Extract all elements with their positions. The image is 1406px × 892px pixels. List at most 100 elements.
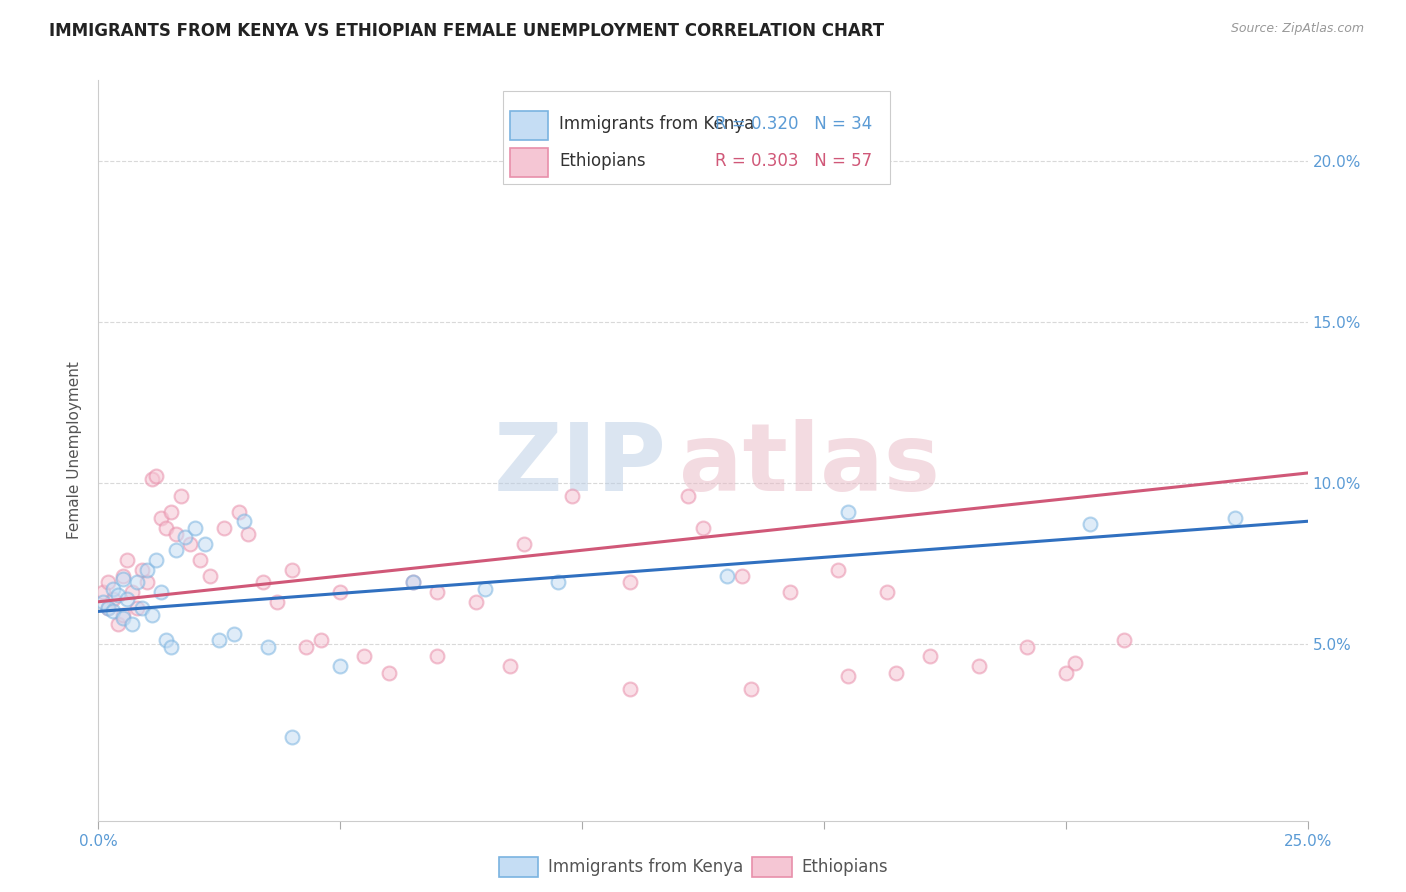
- Point: [498, 659, 520, 673]
- Point: [141, 607, 163, 622]
- Point: [117, 553, 139, 567]
- Text: Ethiopians: Ethiopians: [560, 152, 645, 170]
- Point: [716, 569, 738, 583]
- Point: [256, 640, 278, 654]
- Point: [111, 572, 134, 586]
- Point: [179, 537, 201, 551]
- Point: [131, 563, 153, 577]
- Text: ZIP: ZIP: [494, 419, 666, 511]
- Point: [184, 521, 207, 535]
- Point: [97, 601, 120, 615]
- Point: [731, 569, 754, 583]
- Point: [1078, 517, 1101, 532]
- Text: atlas: atlas: [679, 419, 939, 511]
- Point: [266, 595, 288, 609]
- Point: [464, 595, 486, 609]
- Point: [97, 601, 120, 615]
- Point: [111, 569, 134, 583]
- Point: [281, 563, 304, 577]
- Point: [474, 582, 496, 596]
- Point: [1054, 665, 1077, 680]
- Point: [107, 588, 129, 602]
- Point: [619, 575, 641, 590]
- Text: IMMIGRANTS FROM KENYA VS ETHIOPIAN FEMALE UNEMPLOYMENT CORRELATION CHART: IMMIGRANTS FROM KENYA VS ETHIOPIAN FEMAL…: [49, 22, 884, 40]
- Point: [281, 730, 304, 744]
- Point: [678, 489, 700, 503]
- Point: [169, 489, 191, 503]
- Point: [91, 585, 114, 599]
- Text: Immigrants from Kenya: Immigrants from Kenya: [548, 858, 744, 876]
- Point: [1015, 640, 1038, 654]
- Point: [837, 505, 859, 519]
- Point: [426, 585, 449, 599]
- Point: [426, 649, 449, 664]
- Point: [145, 553, 167, 567]
- Point: [101, 604, 124, 618]
- Y-axis label: Female Unemployment: Female Unemployment: [67, 361, 83, 540]
- Point: [513, 537, 536, 551]
- Point: [377, 665, 399, 680]
- Point: [121, 617, 143, 632]
- FancyBboxPatch shape: [503, 91, 890, 184]
- Point: [141, 472, 163, 486]
- Point: [1223, 511, 1246, 525]
- Point: [309, 633, 332, 648]
- Point: [920, 649, 942, 664]
- Point: [155, 633, 177, 648]
- Point: [101, 591, 124, 606]
- Point: [1064, 656, 1087, 670]
- Point: [619, 681, 641, 696]
- Point: [561, 489, 583, 503]
- Point: [188, 553, 211, 567]
- Point: [232, 514, 254, 528]
- Point: [238, 527, 260, 541]
- Point: [827, 563, 849, 577]
- Point: [198, 569, 221, 583]
- Point: [174, 530, 197, 544]
- Point: [1112, 633, 1135, 648]
- Point: [295, 640, 318, 654]
- Point: [740, 681, 762, 696]
- Point: [131, 601, 153, 615]
- Text: Immigrants from Kenya: Immigrants from Kenya: [560, 115, 755, 133]
- Point: [111, 607, 134, 622]
- Point: [876, 585, 898, 599]
- Point: [165, 527, 187, 541]
- Point: [155, 521, 177, 535]
- Point: [837, 669, 859, 683]
- Point: [402, 575, 425, 590]
- Point: [160, 640, 183, 654]
- Point: [127, 575, 149, 590]
- Point: [150, 511, 173, 525]
- Point: [97, 575, 120, 590]
- Point: [91, 595, 114, 609]
- Point: [121, 585, 143, 599]
- Point: [160, 505, 183, 519]
- Text: R = 0.320   N = 34: R = 0.320 N = 34: [716, 115, 872, 133]
- Point: [165, 543, 187, 558]
- Point: [886, 665, 908, 680]
- Point: [779, 585, 801, 599]
- Point: [353, 649, 375, 664]
- Point: [547, 575, 569, 590]
- Point: [135, 575, 157, 590]
- Point: [101, 582, 124, 596]
- Point: [111, 611, 134, 625]
- Point: [329, 585, 352, 599]
- Point: [967, 659, 990, 673]
- Point: [252, 575, 274, 590]
- Point: [150, 585, 173, 599]
- Text: R = 0.303   N = 57: R = 0.303 N = 57: [716, 152, 872, 170]
- FancyBboxPatch shape: [509, 112, 548, 139]
- Point: [117, 591, 139, 606]
- Point: [145, 469, 167, 483]
- Text: Ethiopians: Ethiopians: [801, 858, 889, 876]
- Point: [208, 633, 231, 648]
- FancyBboxPatch shape: [509, 148, 548, 177]
- Text: Source: ZipAtlas.com: Source: ZipAtlas.com: [1230, 22, 1364, 36]
- Point: [222, 627, 245, 641]
- Point: [228, 505, 250, 519]
- Point: [692, 521, 714, 535]
- Point: [212, 521, 235, 535]
- Point: [135, 563, 157, 577]
